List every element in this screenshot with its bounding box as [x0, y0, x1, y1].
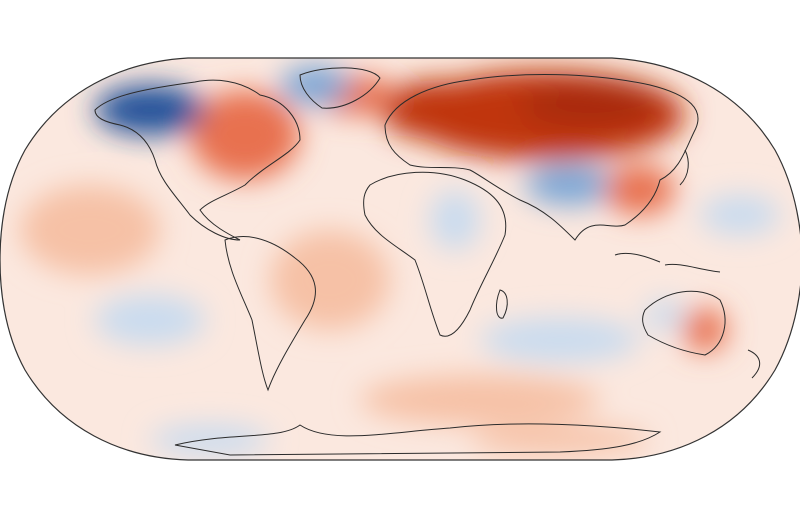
east-africa-cool — [430, 190, 480, 250]
central-siberia-core — [520, 83, 660, 127]
japan-coastline — [679, 149, 689, 186]
indonesia-coastline — [614, 252, 721, 273]
africa-coastline — [363, 171, 507, 337]
antarctic-cool — [150, 425, 270, 455]
east-australia-warm — [683, 308, 727, 352]
mid-warm-south — [360, 375, 600, 425]
greenland-coastline — [299, 67, 381, 109]
new-zealand-coastline — [747, 349, 761, 379]
eurasia-coastline — [384, 74, 699, 241]
madagascar-coastline — [495, 289, 508, 319]
greenland-cool — [280, 65, 350, 105]
coastlines — [94, 67, 761, 456]
map-frame — [0, 57, 800, 461]
china-warm — [605, 165, 675, 215]
north-america-coastline — [94, 79, 301, 241]
indian-ocean-cool — [480, 318, 640, 362]
eastern-canada-warm — [190, 90, 300, 180]
antarctica-coastline — [174, 423, 662, 456]
mid-warm-west — [20, 185, 160, 275]
europe-north-warm — [380, 80, 500, 140]
australia-coastline — [642, 290, 726, 356]
mid-warm-atl — [270, 230, 390, 330]
central-asia-cool — [525, 165, 615, 205]
anomaly-field — [0, 58, 800, 460]
south-pacific-cool — [95, 295, 205, 345]
pacific-cool-east — [700, 195, 780, 235]
south-america-coastline — [224, 236, 316, 392]
anomaly-blobs — [20, 65, 780, 455]
alaska-cool — [95, 85, 205, 135]
antarctic-warm — [470, 426, 650, 454]
west-australia-cool — [645, 300, 685, 330]
